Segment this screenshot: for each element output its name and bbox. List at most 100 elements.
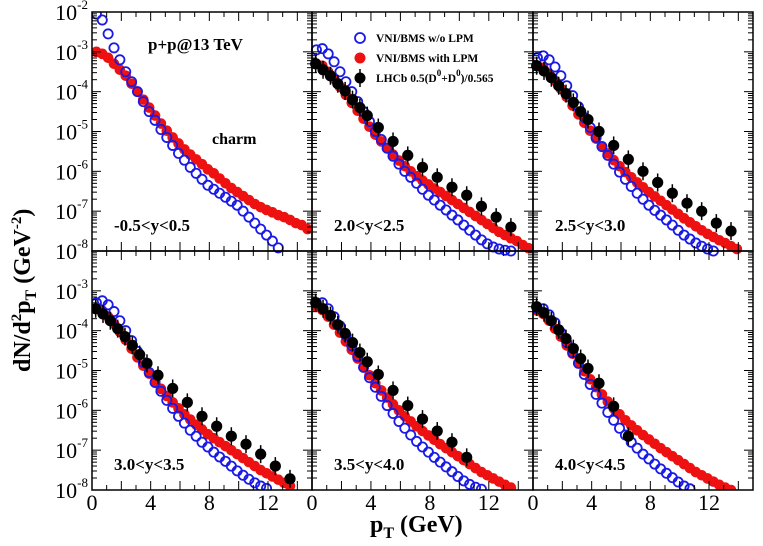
lhcb-point (416, 161, 429, 173)
lhcb-point (346, 94, 359, 106)
wo-lpm-point (614, 422, 626, 434)
x-tick-label: 4 (365, 490, 376, 515)
lhcb-point (538, 65, 550, 77)
y-tick-label: 10-6 (55, 156, 88, 184)
wo-lpm-point (108, 42, 120, 54)
lhcb-point (387, 135, 399, 148)
legend-label: LHCb 0.5(D0+D0)/0.565 (376, 68, 494, 85)
wo-lpm-point (161, 394, 173, 406)
wo-lpm-point (249, 477, 261, 489)
legend: VNI/BMS w/o LPM VNI/BMS with LPM LHCb 0.5(… (354, 32, 494, 87)
wo-lpm-point (637, 193, 649, 205)
chart-title: p+p@13 TeV (148, 35, 244, 54)
lhcb-point (317, 303, 329, 315)
lhcb-point (141, 357, 153, 369)
lhcb-point (332, 319, 344, 331)
lhcb-point (339, 85, 351, 97)
wo-lpm-point (120, 66, 132, 78)
wo-lpm-point (143, 106, 155, 118)
wo-lpm-point (596, 397, 608, 409)
lhcb-point (104, 315, 116, 327)
lhcb-point (361, 356, 373, 368)
wo-lpm-point (614, 166, 626, 178)
y-tick-label: 10-3 (55, 276, 88, 304)
x-tick-label: 12 (257, 490, 279, 515)
wo-lpm-point (126, 76, 138, 88)
wo-lpm-point (393, 158, 405, 170)
y-tick-label: 10-8 (55, 475, 88, 503)
legend-label: VNI/BMS with LPM (376, 53, 478, 65)
wo-lpm-point (266, 235, 278, 247)
x-tick-label: 8 (424, 490, 435, 515)
wo-lpm-point (137, 96, 149, 108)
lhcb-point (431, 171, 443, 183)
wo-lpm-point (243, 211, 255, 223)
wo-lpm-point (178, 417, 190, 429)
wo-lpm-point (416, 183, 428, 195)
x-tick-label: 12 (698, 490, 720, 515)
lhcb-point (112, 323, 124, 335)
wo-lpm-point (411, 177, 423, 189)
lhcb-point (545, 72, 557, 84)
wo-lpm-point (590, 388, 602, 400)
wo-lpm-point (114, 54, 126, 66)
lhcb-point (545, 315, 557, 327)
lhcb-point (324, 70, 337, 82)
lhcb-point (593, 125, 605, 138)
lhcb-point (255, 448, 267, 460)
lhcb-point (196, 410, 208, 422)
lhcb-point (332, 78, 344, 90)
lhcb-point (553, 80, 565, 92)
lhcb-point (637, 165, 649, 177)
lhcb-point (446, 436, 458, 448)
wo-lpm-point (393, 415, 405, 427)
lhcb-point (126, 339, 138, 352)
x-tick-label: 4 (586, 490, 597, 515)
lhcb-point (582, 362, 594, 375)
lhcb-point (402, 399, 414, 412)
with-lpm-point (364, 369, 375, 381)
wo-lpm-point (619, 173, 631, 185)
lhcb-point (608, 139, 620, 152)
tick-labels: 10-210-310-410-510-610-710-80 4 8 1210-310-… (55, 0, 720, 515)
lhcb-point (461, 451, 473, 463)
with-lpm-point (731, 243, 743, 255)
wo-lpm-point (255, 480, 267, 490)
wo-lpm-point (470, 481, 482, 490)
legend-marker (354, 72, 366, 84)
lhcb-point (681, 197, 693, 209)
wo-lpm-point (173, 147, 185, 159)
wo-lpm-point (399, 165, 411, 177)
lhcb-point (575, 105, 587, 118)
wo-lpm-point (237, 205, 249, 217)
wo-lpm-point (543, 54, 555, 66)
wo-lpm-point (464, 478, 476, 490)
data-layer (92, 12, 743, 490)
lhcb-point (622, 430, 634, 442)
with-lpm-point (725, 484, 737, 490)
wo-lpm-point (155, 385, 167, 397)
wo-lpm-point (631, 442, 643, 454)
panel-rapidity-label: 3.0<y<3.5 (114, 455, 184, 474)
wo-lpm-point (690, 237, 702, 249)
lhcb-point (346, 337, 359, 349)
wo-lpm-point (149, 114, 161, 126)
wo-lpm-point (108, 306, 120, 318)
wo-lpm-point (608, 414, 620, 426)
wo-lpm-point (602, 406, 614, 418)
lhcb-point (354, 102, 366, 114)
y-tick-label: 10-6 (55, 395, 88, 423)
wo-lpm-point (549, 61, 561, 73)
wo-lpm-point (381, 400, 393, 412)
wo-lpm-point (499, 244, 511, 256)
lhcb-point (475, 200, 488, 212)
with-lpm-point (719, 482, 731, 490)
wo-lpm-point (196, 173, 208, 185)
lhcb-point (593, 377, 605, 389)
wo-lpm-point (405, 429, 417, 441)
wo-lpm-point (190, 167, 202, 179)
wo-lpm-point (555, 70, 567, 82)
wo-lpm-point (702, 243, 714, 255)
y-tick-label: 10-4 (55, 316, 88, 344)
wo-lpm-point (375, 133, 387, 145)
